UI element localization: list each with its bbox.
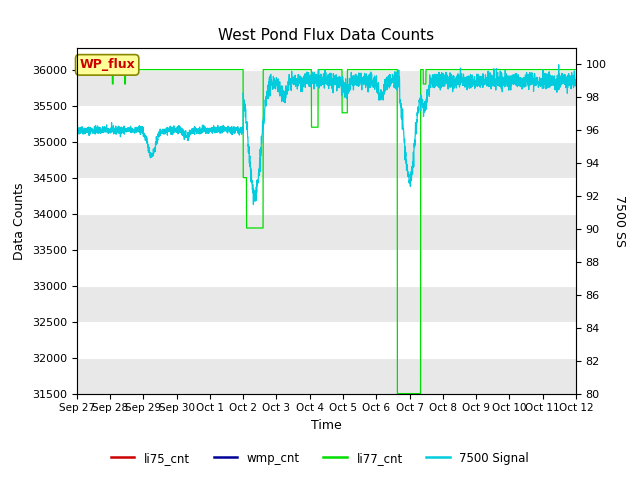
Bar bbox=[77, 142, 576, 178]
Y-axis label: 7500 SS: 7500 SS bbox=[613, 195, 626, 247]
Y-axis label: Data Counts: Data Counts bbox=[13, 182, 26, 260]
Bar bbox=[77, 70, 576, 106]
Bar bbox=[77, 286, 576, 322]
X-axis label: Time: Time bbox=[311, 419, 342, 432]
Text: WP_flux: WP_flux bbox=[79, 59, 135, 72]
Title: West Pond Flux Data Counts: West Pond Flux Data Counts bbox=[218, 28, 435, 43]
Legend: li75_cnt, wmp_cnt, li77_cnt, 7500 Signal: li75_cnt, wmp_cnt, li77_cnt, 7500 Signal bbox=[106, 447, 534, 469]
Bar bbox=[77, 358, 576, 394]
Bar bbox=[77, 214, 576, 250]
